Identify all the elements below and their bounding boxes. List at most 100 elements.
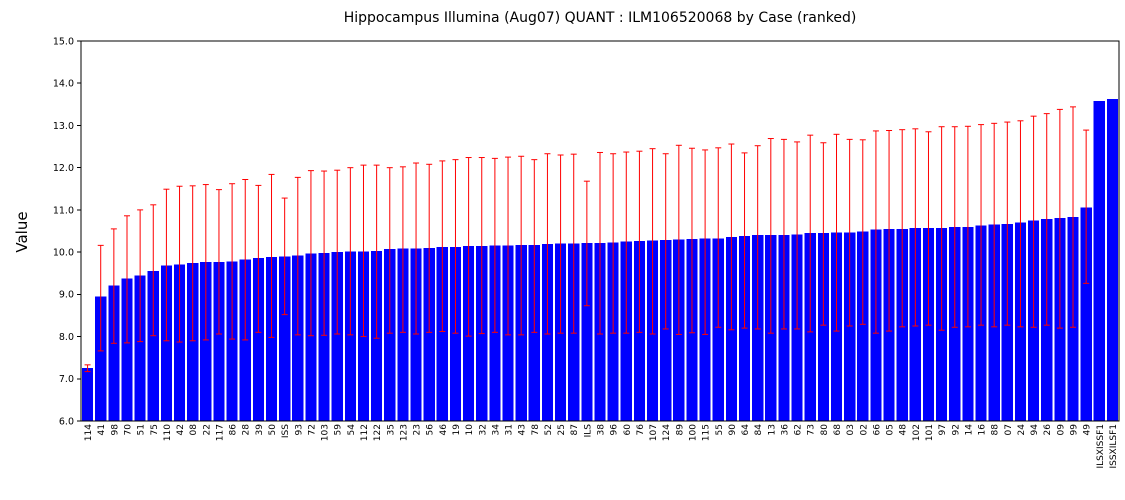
x-tick-label: 93 [294,424,304,435]
x-tick-label: 52 [544,424,554,435]
x-tick-label: 115 [702,424,712,441]
x-tick-label: 89 [675,424,685,436]
x-tick-label: 68 [833,424,843,436]
x-tick-label: 49 [1083,424,1093,436]
x-tick-label: 59 [334,424,344,436]
x-tick-label: 70 [123,424,133,436]
x-tick-label: 54 [347,424,357,436]
bar [1080,207,1092,421]
x-tick-label: 124 [662,424,672,441]
bar [581,242,593,421]
x-tick-label: 94 [1030,424,1040,436]
y-tick-label: 13.0 [53,121,74,132]
bar [528,244,540,421]
x-tick-label: 64 [741,424,751,436]
x-tick-label: 51 [137,424,147,435]
x-tick-label: 31 [505,424,515,435]
bar [1093,100,1105,422]
x-tick-label: 97 [938,424,948,435]
x-tick-label: 92 [951,424,961,435]
x-tick-label: 56 [426,424,436,436]
bar [384,249,396,421]
x-tick-label: 102 [912,424,922,441]
bar [423,247,435,421]
bar [265,256,278,421]
bar [410,248,422,421]
bar [292,255,304,421]
x-tick-label: 122 [373,424,383,441]
x-tick-label: 42 [176,424,186,435]
x-tick-label: 36 [780,424,790,436]
x-tick-label: 78 [531,424,541,436]
bar [200,262,212,421]
x-tick-label: 07 [1004,424,1014,435]
x-tick-label: 112 [360,424,370,441]
y-tick-label: 10.0 [53,248,74,259]
bar [134,275,146,421]
bar [160,265,173,421]
bar [857,231,869,421]
x-tick-label: 114 [84,424,94,441]
x-tick-label: ILSXISSF1 [1096,424,1106,469]
x-tick-label: 14 [964,424,974,436]
bar [121,278,133,421]
bar [81,368,94,421]
x-tick-label: ISSXILSF1 [1109,424,1119,469]
x-tick-label: 19 [452,424,462,436]
bar [279,256,291,421]
x-tick-label: 62 [794,424,804,435]
bar [660,239,672,421]
x-tick-label: 26 [1043,424,1053,436]
bar [449,247,462,421]
x-tick-label: 10 [465,424,475,436]
x-tick-label: 09 [1056,424,1066,436]
bar [331,252,343,421]
x-tick-label: 39 [255,424,265,436]
x-tick-label: 98 [110,424,120,436]
bar [318,252,330,421]
x-tick-label: 100 [688,424,698,441]
bar [1106,98,1119,421]
x-tick-label: 107 [649,424,659,441]
plot-border [80,40,1120,422]
y-tick-label: 8.0 [59,332,74,343]
y-tick-label: 11.0 [53,205,74,216]
x-tick-label: 38 [597,424,607,436]
bar [95,296,107,421]
x-tick-label: 72 [307,424,317,435]
x-tick-label: 76 [636,424,646,436]
x-tick-label: 101 [925,424,935,441]
y-tick-label: 6.0 [59,416,74,427]
x-tick-label: 25 [557,424,567,435]
x-tick-label: 48 [899,424,909,436]
bar [187,263,199,421]
bar [397,248,409,421]
x-tick-label: 87 [570,424,580,435]
chart-title: Hippocampus Illumina (Aug07) QUANT : ILM… [343,10,857,26]
x-tick-label: 103 [321,424,331,441]
x-tick-label: 34 [491,424,501,436]
bar [252,258,264,421]
x-tick-label: 08 [189,424,199,436]
bar [344,251,356,421]
x-tick-label: 66 [872,424,882,436]
x-tick-label: 32 [478,424,488,435]
x-tick-label: 22 [202,424,212,435]
bar [436,247,448,421]
x-tick-label: 80 [820,424,830,436]
bar [213,261,225,421]
x-tick-label: 35 [386,424,396,435]
x-tick-label: 84 [754,424,764,436]
x-tick-label: 05 [886,424,896,435]
bar [147,271,159,421]
x-tick-label: 16 [978,424,988,436]
bar [844,232,856,421]
y-tick-label: 14.0 [53,79,74,90]
x-tick-label: 110 [163,424,173,441]
x-tick-label: 99 [1070,424,1080,436]
x-tick-label: 46 [439,424,449,436]
x-tick-label: 55 [715,424,725,435]
x-tick-label: 75 [150,424,160,435]
y-tick-label: 15.0 [53,36,74,47]
